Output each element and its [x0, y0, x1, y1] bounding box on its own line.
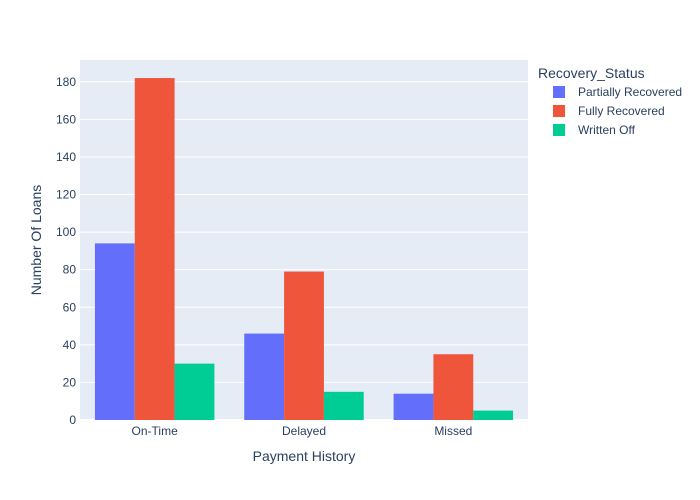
bar-partially-recovered-on-time	[94, 243, 135, 420]
x-tick-labels: On-Time Delayed Missed	[132, 424, 473, 438]
x-tick-label: On-Time	[132, 424, 179, 438]
y-tick-label: 160	[56, 112, 76, 126]
legend-items: Partially Recovered Fully Recovered Writte…	[553, 85, 682, 137]
bar-partially-recovered-missed	[393, 393, 434, 420]
y-tick-label: 80	[63, 263, 77, 277]
x-tick-label: Delayed	[282, 424, 326, 438]
y-tick-label: 0	[69, 413, 76, 427]
legend-label[interactable]: Fully Recovered	[578, 104, 665, 118]
legend-title: Recovery_Status	[538, 65, 645, 81]
y-tick-labels: 0 20 40 60 80 100 120 140 160 180	[56, 75, 76, 427]
bar-written-off-delayed	[323, 391, 364, 420]
legend: Recovery_Status Partially Recovered Fully…	[538, 65, 682, 137]
bar-fully-recovered-on-time	[134, 78, 175, 421]
legend-swatch	[553, 124, 565, 136]
bar-fully-recovered-delayed	[284, 271, 324, 420]
y-tick-label: 20	[63, 375, 77, 389]
y-tick-label: 180	[56, 75, 76, 89]
legend-swatch	[553, 86, 565, 98]
y-tick-label: 100	[56, 225, 76, 239]
y-axis-title: Number Of Loans	[28, 185, 44, 296]
bar-fully-recovered-missed	[433, 354, 474, 420]
legend-label[interactable]: Written Off	[578, 123, 636, 137]
x-axis-title: Payment History	[253, 448, 356, 464]
y-tick-label: 60	[63, 300, 77, 314]
legend-swatch	[553, 105, 565, 117]
y-tick-label: 140	[56, 150, 76, 164]
bar-partially-recovered-delayed	[244, 333, 285, 420]
x-tick-label: Missed	[434, 424, 472, 438]
y-tick-label: 120	[56, 188, 76, 202]
bars	[94, 78, 514, 421]
y-tick-label: 40	[63, 338, 77, 352]
bar-written-off-missed	[473, 410, 514, 420]
legend-label[interactable]: Partially Recovered	[578, 85, 682, 99]
bar-written-off-on-time	[174, 363, 215, 420]
